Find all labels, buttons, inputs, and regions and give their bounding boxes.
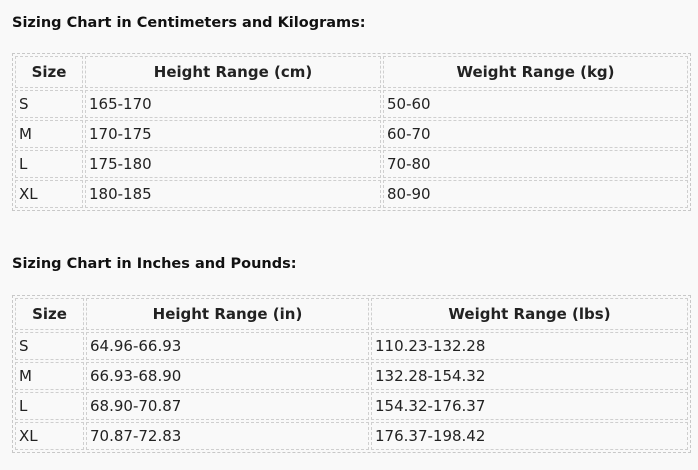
column-header: Weight Range (kg) <box>383 56 688 88</box>
cell: S <box>15 90 83 118</box>
table-row: S 64.96-66.93 110.23-132.28 <box>15 332 688 360</box>
table-row: M 66.93-68.90 132.28-154.32 <box>15 362 688 390</box>
cell: 132.28-154.32 <box>371 362 688 390</box>
cell: L <box>15 392 84 420</box>
metric-sizing-table: Size Height Range (cm) Weight Range (kg)… <box>12 53 691 211</box>
table-row: L 68.90-70.87 154.32-176.37 <box>15 392 688 420</box>
cell: XL <box>15 422 84 450</box>
table-row: XL 180-185 80-90 <box>15 180 688 208</box>
cell: 176.37-198.42 <box>371 422 688 450</box>
cell: 60-70 <box>383 120 688 148</box>
column-header: Height Range (cm) <box>85 56 381 88</box>
table-row: M 170-175 60-70 <box>15 120 688 148</box>
column-header: Height Range (in) <box>86 298 369 330</box>
column-header: Size <box>15 56 83 88</box>
cell: 80-90 <box>383 180 688 208</box>
table-row: S 165-170 50-60 <box>15 90 688 118</box>
cell: 170-175 <box>85 120 381 148</box>
cell: 68.90-70.87 <box>86 392 369 420</box>
cell: 165-170 <box>85 90 381 118</box>
cell: M <box>15 120 83 148</box>
metric-chart-title: Sizing Chart in Centimeters and Kilogram… <box>12 15 366 31</box>
cell: 66.93-68.90 <box>86 362 369 390</box>
cell: 64.96-66.93 <box>86 332 369 360</box>
imperial-chart-title: Sizing Chart in Inches and Pounds: <box>12 256 297 272</box>
column-header: Size <box>15 298 84 330</box>
cell: 70-80 <box>383 150 688 178</box>
table-header-row: Size Height Range (in) Weight Range (lbs… <box>15 298 688 330</box>
cell: 175-180 <box>85 150 381 178</box>
cell: 70.87-72.83 <box>86 422 369 450</box>
cell: M <box>15 362 84 390</box>
table-row: XL 70.87-72.83 176.37-198.42 <box>15 422 688 450</box>
column-header: Weight Range (lbs) <box>371 298 688 330</box>
cell: 180-185 <box>85 180 381 208</box>
cell: XL <box>15 180 83 208</box>
imperial-sizing-table: Size Height Range (in) Weight Range (lbs… <box>12 295 691 453</box>
cell: 110.23-132.28 <box>371 332 688 360</box>
cell: 50-60 <box>383 90 688 118</box>
cell: 154.32-176.37 <box>371 392 688 420</box>
cell: L <box>15 150 83 178</box>
cell: S <box>15 332 84 360</box>
table-header-row: Size Height Range (cm) Weight Range (kg) <box>15 56 688 88</box>
table-row: L 175-180 70-80 <box>15 150 688 178</box>
